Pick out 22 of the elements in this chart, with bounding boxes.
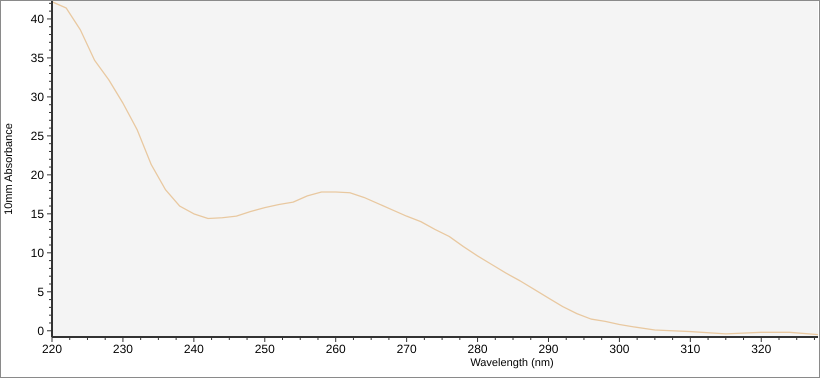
y-tick-label: 35 [30,51,44,66]
x-tick-label: 310 [680,342,701,356]
x-tick-label: 240 [184,342,204,356]
x-tick-label: 280 [468,342,488,356]
y-tick-label: 10 [30,246,44,260]
y-tick-label: 30 [30,90,44,104]
y-tick-label: 0 [37,324,44,338]
y-tick-label: 40 [30,12,44,26]
y-tick-label: 25 [30,129,44,144]
x-tick-label: 290 [538,342,559,356]
x-tick-label: 270 [396,342,417,356]
y-tick-label: 20 [30,168,44,182]
x-tick-label: 220 [42,342,62,356]
x-tick-label: 230 [112,342,134,356]
y-tick-label: 5 [37,284,44,299]
x-axis-title: Wavelength (nm) [470,357,554,369]
x-tick-label: 320 [751,342,772,356]
y-tick-label: 15 [30,207,44,222]
x-tick-label: 250 [254,342,276,356]
x-tick-label: 260 [326,342,346,356]
y-axis-title: 10mm Absorbance [3,123,15,215]
x-tick-label: 300 [609,342,630,356]
